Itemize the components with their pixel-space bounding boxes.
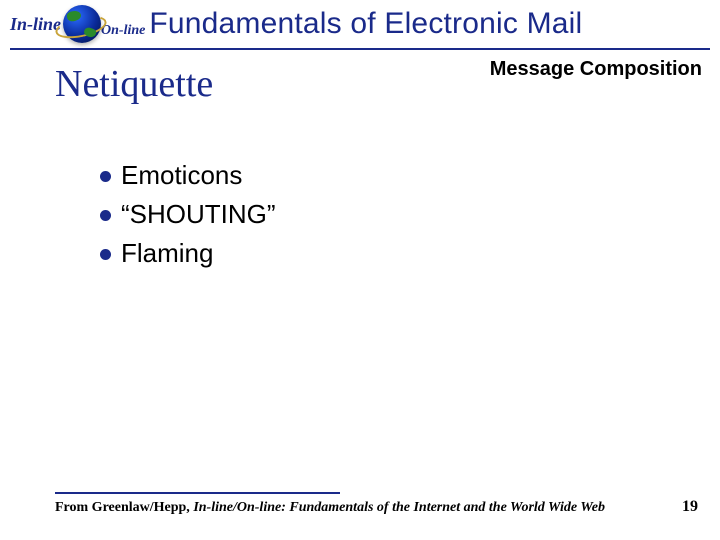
slide-header: In-line On-line Fundamentals of Electron…: [0, 0, 720, 48]
footer-prefix: From Greenlaw/Hepp,: [55, 500, 193, 515]
globe-icon: [63, 5, 101, 43]
footer-citation: From Greenlaw/Hepp, In-line/On-line: Fun…: [55, 500, 605, 516]
title-underline: [10, 48, 710, 50]
logo: In-line On-line: [10, 5, 145, 43]
bullet-text: Emoticons: [121, 160, 242, 191]
section-title: Netiquette: [55, 62, 213, 106]
list-item: Emoticons: [100, 160, 276, 191]
footer-divider: [55, 492, 340, 494]
bullet-icon: [100, 249, 111, 260]
bullet-text: Flaming: [121, 238, 213, 269]
logo-inline-text: In-line: [10, 14, 61, 35]
page-number: 19: [682, 498, 698, 516]
footer-italic: In-line/On-line: Fundamentals of the Int…: [193, 500, 605, 515]
bullet-icon: [100, 171, 111, 182]
subtitle-right: Message Composition: [490, 58, 702, 81]
bullet-list: Emoticons “SHOUTING” Flaming: [100, 160, 276, 277]
slide-title: Fundamentals of Electronic Mail: [149, 7, 582, 41]
bullet-text: “SHOUTING”: [121, 199, 276, 230]
list-item: Flaming: [100, 238, 276, 269]
bullet-icon: [100, 210, 111, 221]
list-item: “SHOUTING”: [100, 199, 276, 230]
logo-online-text: On-line: [101, 23, 145, 39]
